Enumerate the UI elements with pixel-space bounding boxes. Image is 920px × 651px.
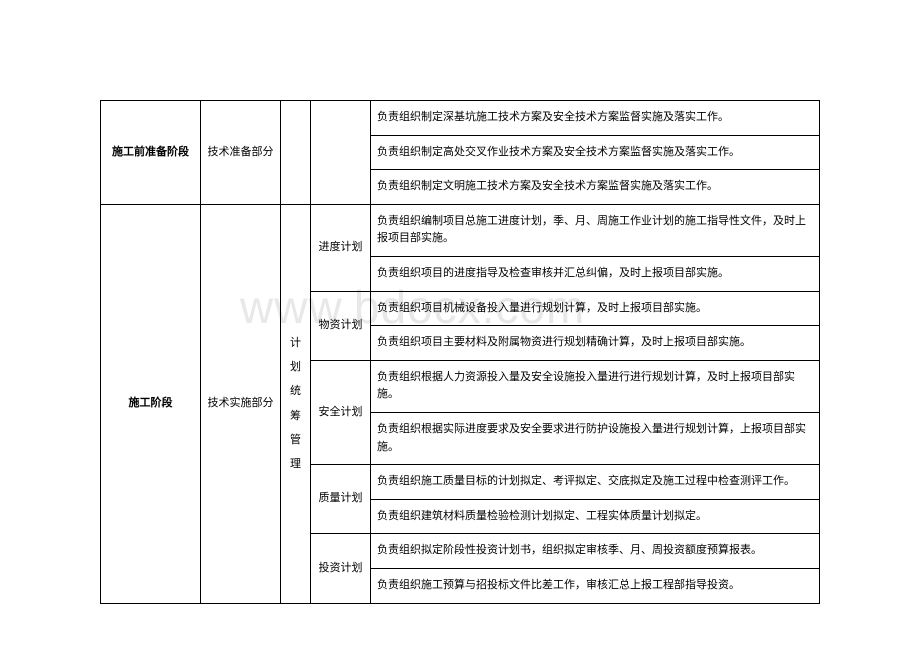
- plan-cell: 安全计划: [311, 360, 371, 464]
- phase-cell: 施工前准备阶段: [101, 101, 201, 205]
- table-row: 施工前准备阶段 技术准备部分 负责组织制定深基坑施工技术方案及安全技术方案监督实…: [101, 101, 820, 136]
- content-cell: 负责组织编制项目总施工进度计划，季、月、周施工作业计划的施工指导性文件，及时上报…: [371, 204, 820, 256]
- content-cell: 负责组织施工质量目标的计划拟定、考评拟定、交底拟定及施工过程中检查测评工作。: [371, 465, 820, 500]
- content-cell: 负责组织根据人力资源投入量及安全设施投入量进行进行规划计算，及时上报项目部实施。: [371, 360, 820, 412]
- content-cell: 负责组织建筑材料质量检验检测计划拟定、工程实体质量计划拟定。: [371, 499, 820, 534]
- phase-cell: 施工阶段: [101, 204, 201, 603]
- content-cell: 负责组织制定文明施工技术方案及安全技术方案监督实施及落实工作。: [371, 170, 820, 205]
- plan-cell: 进度计划: [311, 204, 371, 291]
- plan-cell: 物资计划: [311, 291, 371, 360]
- content-cell: 负责组织根据实际进度要求及安全要求进行防护设施投入量进行规划计算，上报项目部实施…: [371, 412, 820, 464]
- content-cell: 负责组织施工预算与招投标文件比差工作，审核汇总上报工程部指导投资。: [371, 568, 820, 603]
- content-cell: 负责组织拟定阶段性投资计划书，组织拟定审核季、月、周投资额度预算报表。: [371, 534, 820, 569]
- part-cell: 技术实施部分: [201, 204, 281, 603]
- plan-cell: 投资计划: [311, 534, 371, 603]
- content-cell: 负责组织制定高处交叉作业技术方案及安全技术方案监督实施及落实工作。: [371, 135, 820, 170]
- plan-cell: 质量计划: [311, 465, 371, 534]
- content-cell: 负责组织制定深基坑施工技术方案及安全技术方案监督实施及落实工作。: [371, 101, 820, 136]
- vertical-label-cell: 计 划 统 筹 管 理: [281, 204, 311, 603]
- construction-plan-table: 施工前准备阶段 技术准备部分 负责组织制定深基坑施工技术方案及安全技术方案监督实…: [100, 100, 820, 604]
- content-cell: 负责组织项目的进度指导及检查审核并汇总纠偏，及时上报项目部实施。: [371, 256, 820, 291]
- content-cell: 负责组织项目机械设备投入量进行规划计算，及时上报项目部实施。: [371, 291, 820, 326]
- table-row: 施工阶段 技术实施部分 计 划 统 筹 管 理 进度计划 负责组织编制项目总施工…: [101, 204, 820, 256]
- part-cell: 技术准备部分: [201, 101, 281, 205]
- empty-cell: [311, 101, 371, 205]
- empty-cell: [281, 101, 311, 205]
- content-cell: 负责组织项目主要材料及附属物资进行规划精确计算，及时上报项目部实施。: [371, 326, 820, 361]
